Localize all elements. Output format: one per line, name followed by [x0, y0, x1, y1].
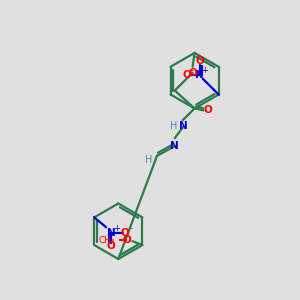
Text: +: +	[114, 224, 121, 233]
Text: H: H	[170, 121, 178, 131]
Text: O: O	[121, 228, 129, 238]
Text: O: O	[122, 235, 131, 245]
Text: -: -	[129, 224, 132, 233]
Text: O: O	[195, 56, 204, 66]
Text: N: N	[179, 121, 188, 131]
Text: N: N	[107, 228, 116, 238]
Text: N: N	[170, 141, 179, 151]
Text: +: +	[201, 66, 208, 75]
Text: CH₃: CH₃	[99, 236, 116, 245]
Text: -: -	[190, 66, 194, 75]
Text: H: H	[145, 155, 153, 165]
Text: O: O	[203, 105, 212, 116]
Text: O: O	[182, 70, 191, 80]
Text: O: O	[107, 241, 116, 251]
Text: O: O	[188, 68, 197, 78]
Text: N: N	[195, 70, 204, 80]
